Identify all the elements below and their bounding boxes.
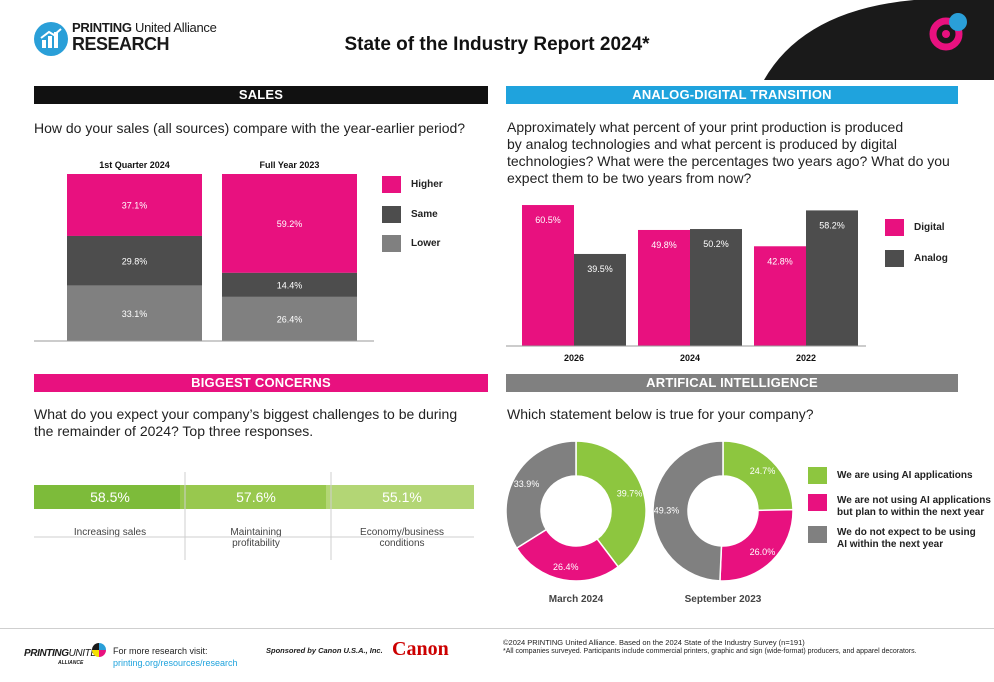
ai-donut-slice (515, 528, 620, 582)
canon-logo: Canon (392, 638, 449, 660)
transition-question: Approximately what percent of your print… (507, 119, 950, 186)
ai-donut-charts: 39.7% 26.4% 33.9% March 2024 24.7% 26.0% 49.3%… (505, 440, 794, 605)
legend-higher-swatch (382, 176, 401, 193)
transition-bar-analog (574, 253, 626, 346)
legend-no-ai-swatch (808, 526, 827, 543)
transition-bar-digital (522, 205, 574, 346)
transition-bar-digital (638, 229, 690, 346)
legend-using-ai-swatch (808, 467, 827, 484)
concern-value-label: 57.6% (236, 489, 276, 505)
footer-copyright: ©2024 PRINTING United Alliance. Based on… (503, 638, 805, 647)
ai-donut-label: 33.9% (514, 479, 540, 489)
transition-bar-analog (690, 229, 742, 346)
footer-logo-sub: ALLIANCE (58, 660, 84, 666)
ai-donut-label: 26.0% (750, 547, 776, 557)
transition-data-label: 58.2% (819, 220, 845, 230)
transition-bar-analog (806, 210, 858, 346)
concern-category-label: profitability (232, 538, 280, 549)
transition-data-label: 39.5% (587, 264, 613, 274)
ai-donut-label: 39.7% (617, 489, 643, 499)
concern-bar (180, 485, 327, 509)
legend-lower: Lower (382, 235, 440, 252)
concern-bar (34, 485, 181, 509)
sales-bar-segment-same (222, 272, 357, 297)
concern-category-label: Economy/business (360, 527, 444, 538)
transition-bar-chart: 60.5% 39.5% 2026 49.8% 50.2% 2024 42.8% 58.2% 20… (506, 205, 866, 363)
footer-note: *All companies surveyed. Participants in… (503, 648, 917, 655)
legend-using-ai: We are using AI applications (808, 467, 973, 484)
legend-plan-ai: We are not using AI applications but plan… (808, 494, 991, 519)
sales-data-label: 33.1% (122, 309, 148, 319)
legend-analog: Analog (885, 250, 948, 267)
ai-donut-title: March 2024 (549, 594, 604, 605)
ai-donut-slice (575, 440, 647, 568)
sales-stacked-bar-chart: 1st Quarter 2024 37.1% 29.8% 33.1% Full Year… (34, 160, 374, 342)
legend-digital-swatch (885, 219, 904, 236)
concern-value-label: 55.1% (382, 489, 422, 505)
sales-bar-segment-lower (222, 296, 357, 341)
footer-divider (0, 628, 994, 629)
concerns-section-header: BIGGEST CONCERNS (34, 374, 488, 392)
corner-decoration (764, 0, 994, 80)
sales-bar-segment-higher (222, 174, 357, 273)
transition-data-label: 49.8% (651, 240, 677, 250)
transition-data-label: 60.5% (535, 215, 561, 225)
logo-wordmark-top: PRINTING United Alliance (72, 20, 217, 35)
sales-bar-segment-higher (67, 174, 202, 236)
sales-data-label: 26.4% (277, 314, 303, 324)
transition-data-label: 42.8% (767, 256, 793, 266)
sales-data-label: 14.4% (277, 280, 303, 290)
legend-analog-swatch (885, 250, 904, 267)
logo-wordmark-bottom: RESEARCH (72, 34, 170, 54)
footer-sponsor: Sponsored by Canon U.S.A., Inc. (266, 646, 383, 655)
legend-lower-swatch (382, 235, 401, 252)
transition-category-label: 2022 (796, 353, 816, 363)
legend-same-swatch (382, 206, 401, 223)
page-title: State of the Industry Report 2024* (344, 34, 650, 55)
legend-same: Same (382, 206, 438, 223)
footer-visit-label: For more research visit: (113, 646, 208, 656)
footer-research-link[interactable]: printing.org/resources/research (113, 658, 238, 668)
legend-higher: Higher (382, 176, 443, 193)
ai-donut-label: 26.4% (553, 562, 579, 572)
transition-category-label: 2026 (564, 353, 584, 363)
sales-bar-segment-same (67, 235, 202, 286)
concern-category-label: conditions (379, 538, 424, 549)
ai-donut-slice (505, 440, 577, 550)
ai-donut-label: 49.3% (654, 505, 680, 515)
ai-donut-slice (719, 508, 794, 582)
transition-bar-digital (754, 246, 806, 346)
sales-data-label: 59.2% (277, 219, 303, 229)
ai-donut-title: September 2023 (685, 594, 762, 605)
sales-category-label: Full Year 2023 (260, 160, 320, 170)
concern-category-label: Maintaining (230, 527, 281, 538)
concerns-question: What do you expect your company’s bigges… (34, 406, 458, 439)
footer-logo-mark-icon (92, 643, 106, 657)
transition-section-header: ANALOG-DIGITAL TRANSITION (506, 86, 958, 104)
legend-plan-ai-swatch (808, 494, 827, 511)
concern-bar (326, 485, 474, 509)
legend-digital: Digital (885, 219, 945, 236)
ai-question: Which statement below is true for your c… (507, 406, 814, 422)
sales-category-label: 1st Quarter 2024 (99, 160, 170, 170)
research-logo-icon (34, 22, 68, 56)
sales-question: How do your sales (all sources) compare … (34, 120, 466, 136)
ai-section-header: ARTIFICAL INTELLIGENCE (506, 374, 958, 392)
ai-donut-label: 24.7% (750, 466, 776, 476)
sales-bar-segment-lower (67, 285, 202, 341)
sales-section-header: SALES (34, 86, 488, 104)
transition-data-label: 50.2% (703, 239, 729, 249)
concern-value-label: 58.5% (90, 489, 130, 505)
legend-no-ai: We do not expect to be using AI within th… (808, 526, 976, 551)
footer-logo: PRINTINGUNITED (24, 648, 104, 659)
sales-data-label: 29.8% (122, 256, 148, 266)
sales-data-label: 37.1% (122, 200, 148, 210)
concern-category-label: Increasing sales (74, 527, 146, 538)
concerns-bar-chart: 58.5% Increasing sales 57.6% Maintainingpro… (34, 472, 474, 560)
ai-donut-slice (652, 440, 724, 582)
transition-category-label: 2024 (680, 353, 700, 363)
